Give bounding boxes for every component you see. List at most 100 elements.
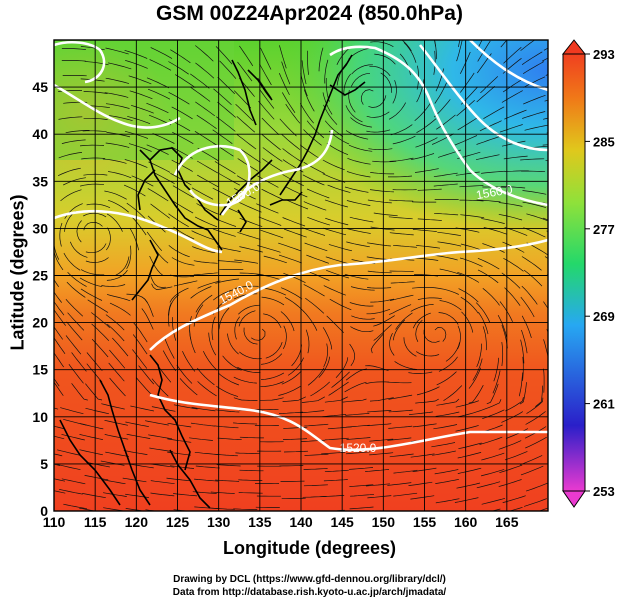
streamline [380, 72, 393, 93]
streamline [278, 242, 302, 252]
streamline [172, 185, 194, 199]
streamline [239, 202, 262, 213]
streamline [501, 342, 504, 367]
colorbar-tick-label: 269 [593, 309, 615, 324]
streamline [303, 161, 325, 174]
streamline [523, 76, 546, 88]
streamline [498, 202, 523, 207]
streamline [322, 159, 345, 171]
streamline [202, 350, 218, 371]
streamline [388, 175, 413, 178]
streamline [367, 287, 392, 289]
streamline [194, 216, 218, 228]
streamline [190, 286, 212, 299]
streamline [349, 484, 374, 487]
streamline [501, 186, 526, 189]
streamline [65, 299, 84, 317]
streamline [542, 144, 548, 146]
y-tick-label: 25 [32, 268, 48, 284]
streamline [365, 469, 390, 472]
streamline [58, 116, 83, 120]
streamline [141, 296, 154, 317]
streamline [63, 252, 81, 271]
streamline [170, 49, 191, 64]
streamline [370, 172, 395, 175]
streamline [54, 326, 63, 340]
streamline [370, 333, 384, 354]
y-tick-label: 30 [32, 220, 48, 236]
streamline [408, 371, 433, 374]
streamline [304, 423, 329, 427]
x-tick-label: 120 [125, 514, 149, 530]
streamline [54, 478, 66, 482]
streamline [215, 409, 240, 413]
streamline [521, 329, 528, 354]
streamline [54, 381, 64, 396]
streamline [320, 495, 345, 498]
y-tick-label: 5 [40, 456, 48, 472]
streamline [285, 199, 309, 210]
streamline [387, 437, 412, 441]
streamline [61, 478, 86, 485]
streamline [468, 367, 482, 389]
streamline [80, 183, 105, 187]
streamline [63, 503, 87, 510]
colorbar: 293 285 277 269 261 253 [561, 39, 615, 508]
streamline [147, 188, 169, 202]
streamline [145, 509, 159, 511]
streamline [256, 273, 281, 280]
streamline [483, 106, 505, 120]
streamline [392, 135, 416, 145]
streamline [408, 481, 433, 486]
streamline [196, 160, 219, 174]
streamline [141, 308, 154, 330]
streamline [239, 217, 263, 227]
streamline [125, 421, 149, 428]
streamline [67, 312, 85, 331]
streamline [394, 361, 418, 370]
streamline [85, 257, 109, 263]
streamline [303, 484, 328, 487]
streamline [172, 200, 194, 214]
streamline [146, 102, 169, 114]
streamline [278, 411, 304, 414]
streamline [521, 315, 532, 339]
streamline [367, 423, 392, 427]
streamline [179, 378, 198, 396]
streamline [216, 386, 239, 397]
streamline [105, 451, 129, 457]
streamline [521, 285, 538, 305]
streamline [237, 232, 261, 240]
y-tick-label: 0 [40, 503, 48, 519]
streamline [373, 315, 395, 327]
streamline [535, 385, 543, 407]
streamline [128, 75, 152, 85]
map-title: GSM 00Z24Apr2024 (850.0hPa) [156, 2, 463, 25]
streamline [541, 57, 548, 62]
streamline [435, 68, 445, 92]
streamline [127, 115, 151, 125]
streamline [171, 257, 195, 266]
streamline [218, 307, 230, 330]
streamline [283, 450, 309, 453]
streamline [345, 130, 369, 140]
streamline [106, 323, 125, 342]
streamline [281, 61, 291, 85]
streamline [345, 451, 370, 455]
streamline [195, 62, 215, 79]
streamline [86, 352, 103, 372]
streamline [195, 101, 216, 117]
streamline [196, 114, 217, 129]
streamline [278, 73, 290, 96]
streamline [102, 158, 127, 164]
streamline [476, 343, 482, 368]
streamline [414, 168, 439, 173]
streamline [458, 40, 461, 48]
streamline [350, 493, 375, 497]
streamline [191, 230, 215, 240]
streamline [499, 124, 523, 133]
streamline [300, 73, 308, 97]
streamline [389, 157, 414, 162]
streamline [260, 381, 284, 388]
streamline [189, 329, 196, 354]
